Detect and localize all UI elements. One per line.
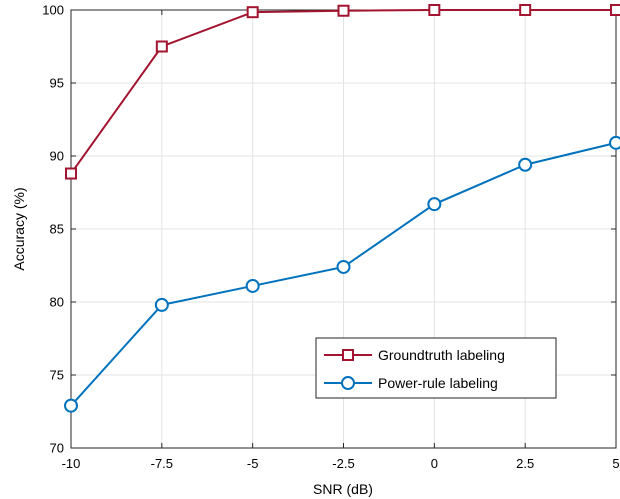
data-point-circle — [154, 297, 169, 312]
legend-box — [315, 337, 557, 399]
tick-labels: -10 -7.5 -5 -2.5 0 2.5 5 70 75 80 85 90 95 100 — [42, 3, 619, 472]
x-tick-label: -5 — [247, 456, 259, 471]
data-point-square — [246, 6, 259, 19]
data-point-circle — [609, 135, 620, 150]
data-point-circle — [64, 398, 78, 413]
legend-entry: Groundtruth labeling — [324, 347, 505, 363]
x-tick-label: -10 — [62, 456, 81, 471]
y-tick-label: 85 — [50, 222, 64, 237]
series-2 — [64, 135, 620, 413]
data-point-square — [519, 4, 532, 16]
legend-entry: Power-rule labeling — [324, 375, 498, 391]
y-tick-label: 80 — [50, 295, 64, 310]
legend: Groundtruth labeling Power-rule labeling — [315, 337, 557, 399]
legend-marker-circle — [341, 376, 355, 390]
x-tick-label: 5 — [612, 456, 619, 471]
data-point-circle — [336, 259, 351, 274]
y-tick-label: 95 — [50, 76, 64, 91]
legend-marker-square — [342, 349, 354, 361]
legend-entries: Groundtruth labeling Power-rule labeling — [324, 347, 505, 391]
data-point-circle — [518, 157, 533, 172]
data-point-square — [428, 4, 441, 16]
y-tick-label: 90 — [50, 149, 64, 164]
series-layer — [64, 4, 620, 413]
data-point-square — [610, 4, 620, 16]
x-tick-label: 0 — [431, 456, 438, 471]
x-tick-label: -2.5 — [332, 456, 354, 471]
data-point-square — [337, 4, 350, 17]
data-point-square — [65, 167, 77, 180]
data-point-square — [155, 40, 168, 53]
x-tick-label: 2.5 — [516, 456, 534, 471]
y-axis-title: Accuracy (%) — [11, 187, 27, 270]
legend-label: Groundtruth labeling — [378, 347, 505, 363]
x-tick-label: -7.5 — [151, 456, 173, 471]
x-axis-title: SNR (dB) — [313, 481, 373, 497]
series-1 — [65, 4, 620, 180]
data-point-circle — [427, 197, 442, 212]
legend-label: Power-rule labeling — [378, 375, 498, 391]
y-tick-label: 100 — [42, 3, 64, 18]
data-point-circle — [245, 278, 260, 293]
y-tick-label: 70 — [50, 441, 64, 456]
y-tick-label: 75 — [50, 368, 64, 383]
